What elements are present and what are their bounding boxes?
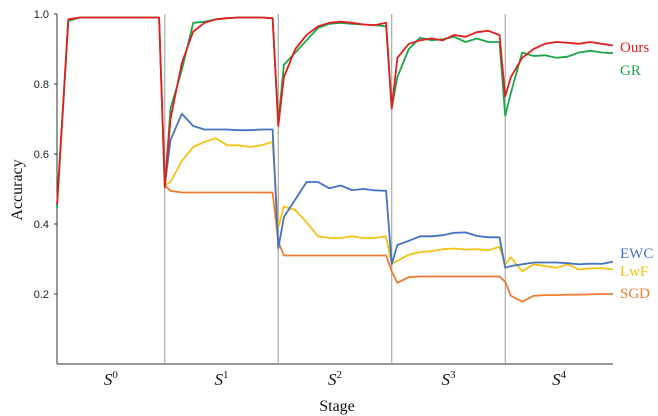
series-label-gr: GR (620, 63, 641, 79)
y-tick-label: 0.4 (34, 219, 49, 231)
series-lines (56, 16, 614, 303)
y-tick-label: 0.2 (34, 289, 49, 301)
x-axis-stage-labels: S0 S1 S2 S3 S4 (104, 369, 567, 389)
series-label-lwf: LwF (620, 264, 648, 280)
stage-label: S3 (441, 369, 456, 389)
series-line-lwf (164, 137, 614, 273)
x-axis-title: Stage (319, 398, 355, 415)
series-label-ewc: EWC (620, 246, 653, 262)
series-line-sgd (164, 184, 613, 303)
series-labels: Ours GR EWC LwF SGD (620, 40, 653, 302)
y-tick-label: 1.0 (34, 9, 49, 21)
y-tick-label: 0.8 (34, 79, 49, 91)
plot-frame (56, 14, 613, 365)
stage-label: S1 (215, 369, 229, 389)
y-axis-title: Accuracy (9, 159, 26, 220)
stage-label: S2 (328, 369, 342, 389)
y-axis-ticks: 0.2 0.4 0.6 0.8 1.0 (34, 9, 57, 301)
stage-dividers (164, 14, 506, 364)
series-line-gr (56, 16, 614, 209)
series-line-ewc (163, 112, 614, 269)
stage-label: S4 (552, 369, 567, 389)
stage-label: S0 (104, 369, 119, 389)
series-line-ours (56, 16, 614, 205)
series-label-sgd: SGD (620, 286, 650, 302)
y-tick-label: 0.6 (34, 149, 49, 161)
series-label-ours: Ours (620, 40, 649, 56)
